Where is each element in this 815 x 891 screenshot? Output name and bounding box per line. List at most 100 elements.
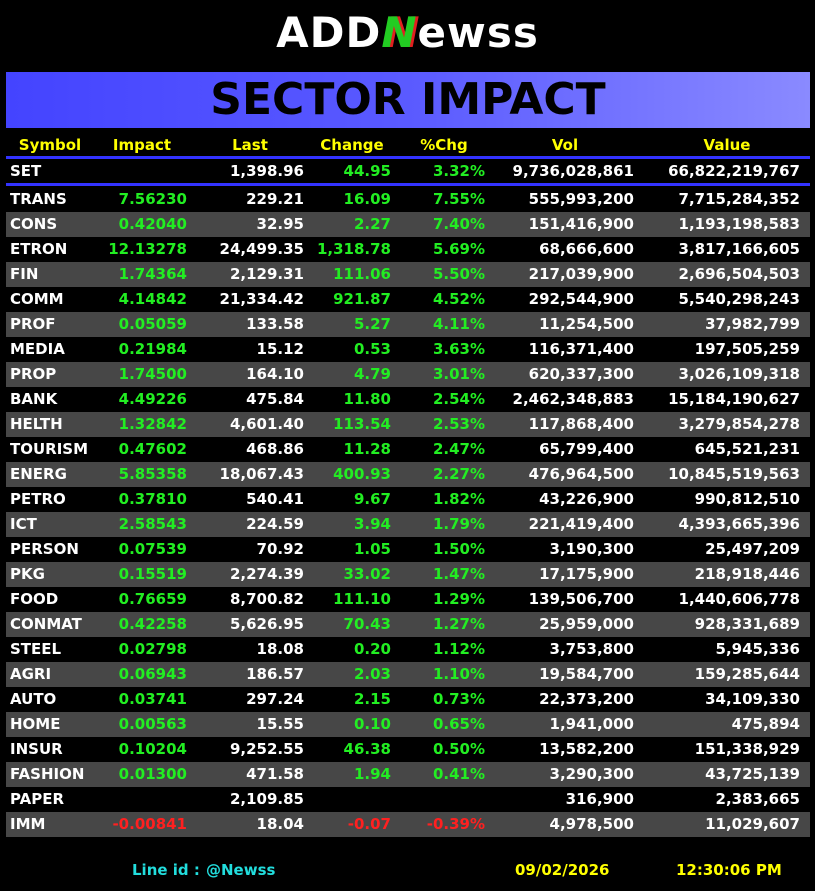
impact-cell: 0.15519	[118, 565, 187, 583]
pct-change-cell: 2.27%	[432, 465, 485, 483]
last-cell: 468.86	[246, 440, 304, 458]
table-row: TOURISM 0.47602 468.86 11.28 2.47% 65,799,400…	[6, 437, 810, 462]
impact-cell: 0.10204	[118, 740, 187, 758]
volume-cell: 22,373,200	[539, 690, 634, 708]
impact-cell: 0.03741	[118, 690, 187, 708]
table-row: SET 1,398.96 44.95 3.32% 9,736,028,861 66,822…	[6, 159, 810, 184]
last-cell: 15.12	[256, 340, 304, 358]
symbol-cell: CONMAT	[10, 615, 82, 633]
table-row: ICT 2.58543 224.59 3.94 1.79% 221,419,400 4,39…	[6, 512, 810, 537]
value-cell: 5,540,298,243	[678, 290, 800, 308]
pct-change-cell: 1.50%	[432, 540, 485, 558]
value-cell: 37,982,799	[705, 315, 800, 333]
last-cell: 18.04	[256, 815, 304, 833]
last-cell: 2,129.31	[229, 265, 304, 283]
pct-change-cell: 1.82%	[432, 490, 485, 508]
last-cell: 133.58	[246, 315, 304, 333]
impact-cell: 7.56230	[118, 190, 187, 208]
last-cell: 229.21	[246, 190, 304, 208]
table-row: BANK 4.49226 475.84 11.80 2.54% 2,462,348,883…	[6, 387, 810, 412]
volume-cell: 25,959,000	[539, 615, 634, 633]
change-cell: 1.94	[353, 765, 391, 783]
table-row: MEDIA 0.21984 15.12 0.53 3.63% 116,371,400 197…	[6, 337, 810, 362]
change-cell: 2.15	[353, 690, 391, 708]
table-row: PKG 0.15519 2,274.39 33.02 1.47% 17,175,900 21…	[6, 562, 810, 587]
change-cell: 111.10	[333, 590, 391, 608]
last-cell: 5,626.95	[229, 615, 304, 633]
logo: ADDNewss	[0, 8, 815, 57]
column-header: Last	[232, 136, 268, 154]
pct-change-cell: 4.52%	[432, 290, 485, 308]
symbol-cell: INSUR	[10, 740, 63, 758]
last-cell: 70.92	[256, 540, 304, 558]
last-cell: 475.84	[246, 390, 304, 408]
symbol-cell: ETRON	[10, 240, 68, 258]
impact-cell: 4.14842	[118, 290, 187, 308]
impact-cell: 0.42040	[118, 215, 187, 233]
volume-cell: 620,337,300	[528, 365, 634, 383]
logo-mark: N	[381, 8, 418, 57]
table-row: HOME 0.00563 15.55 0.10 0.65% 1,941,000 475,89…	[6, 712, 810, 737]
pct-change-cell: 0.73%	[432, 690, 485, 708]
impact-cell: 0.00563	[118, 715, 187, 733]
change-cell: 5.27	[353, 315, 391, 333]
value-cell: 3,279,854,278	[678, 415, 800, 433]
last-cell: 21,334.42	[219, 290, 304, 308]
impact-cell: -0.00841	[112, 815, 187, 833]
change-cell: 33.02	[343, 565, 391, 583]
last-cell: 2,109.85	[229, 790, 304, 808]
change-cell: -0.07	[347, 815, 391, 833]
change-cell: 11.80	[343, 390, 391, 408]
volume-cell: 221,419,400	[528, 515, 634, 533]
pct-change-cell: 3.32%	[432, 162, 485, 180]
title-banner: SECTOR IMPACT	[6, 72, 810, 128]
last-cell: 471.58	[246, 765, 304, 783]
impact-cell: 0.06943	[118, 665, 187, 683]
symbol-cell: BANK	[10, 390, 58, 408]
pct-change-cell: 5.50%	[432, 265, 485, 283]
pct-change-cell: 3.01%	[432, 365, 485, 383]
change-cell: 1,318.78	[316, 240, 391, 258]
value-cell: 645,521,231	[694, 440, 800, 458]
impact-cell: 4.49226	[118, 390, 187, 408]
change-cell: 111.06	[333, 265, 391, 283]
symbol-cell: HELTH	[10, 415, 63, 433]
symbol-cell: PROP	[10, 365, 57, 383]
table-row: PERSON 0.07539 70.92 1.05 1.50% 3,190,300 25,4…	[6, 537, 810, 562]
volume-cell: 3,190,300	[549, 540, 634, 558]
volume-cell: 65,799,400	[539, 440, 634, 458]
volume-cell: 139,506,700	[528, 590, 634, 608]
volume-cell: 1,941,000	[549, 715, 634, 733]
value-cell: 1,193,198,583	[678, 215, 800, 233]
last-cell: 18,067.43	[219, 465, 304, 483]
impact-cell: 0.01300	[118, 765, 187, 783]
volume-cell: 151,416,900	[528, 215, 634, 233]
impact-cell: 0.05059	[118, 315, 187, 333]
volume-cell: 555,993,200	[528, 190, 634, 208]
change-cell: 921.87	[333, 290, 391, 308]
table-row: ETRON 12.13278 24,499.35 1,318.78 5.69% 68,66…	[6, 237, 810, 262]
volume-cell: 117,868,400	[528, 415, 634, 433]
logo-text: ewss	[417, 8, 539, 57]
column-header: Impact	[112, 136, 172, 154]
change-cell: 4.79	[353, 365, 391, 383]
last-cell: 297.24	[246, 690, 304, 708]
symbol-cell: PETRO	[10, 490, 66, 508]
value-cell: 34,109,330	[705, 690, 800, 708]
impact-cell: 12.13278	[108, 240, 187, 258]
volume-cell: 217,039,900	[528, 265, 634, 283]
last-cell: 1,398.96	[229, 162, 304, 180]
last-cell: 18.08	[256, 640, 304, 658]
footer-label: Line id :	[132, 861, 200, 879]
symbol-cell: HOME	[10, 715, 61, 733]
last-cell: 9,252.55	[229, 740, 304, 758]
pct-change-cell: 1.29%	[432, 590, 485, 608]
last-cell: 224.59	[246, 515, 304, 533]
value-cell: 159,285,644	[694, 665, 800, 683]
symbol-cell: PAPER	[10, 790, 65, 808]
column-header: Vol	[551, 136, 579, 154]
table-row: FOOD 0.76659 8,700.82 111.10 1.29% 139,506,70…	[6, 587, 810, 612]
value-cell: 475,894	[731, 715, 800, 733]
last-cell: 32.95	[256, 215, 304, 233]
symbol-cell: STEEL	[10, 640, 62, 658]
